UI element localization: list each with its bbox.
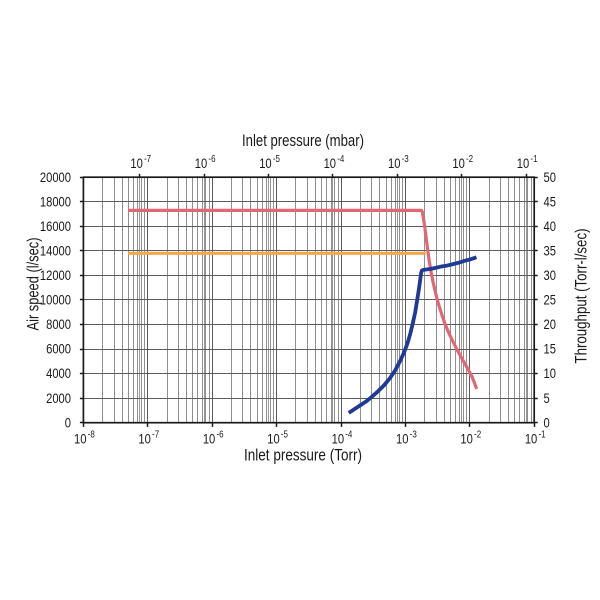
bottom-tick-label-5-base: 10	[396, 431, 408, 446]
top-tick-label-2-exponent: -5	[273, 153, 280, 164]
right-tick-label-6: 30	[544, 268, 556, 283]
left-tick-label-3: 6000	[46, 342, 71, 357]
left-tick-label-10: 20000	[40, 170, 71, 185]
bottom-tick-label-7-exponent: -1	[538, 429, 545, 440]
top-tick-label-3: 10-4	[324, 153, 345, 171]
left-tick-label-9: 18000	[40, 194, 71, 209]
bottom-tick-label-3-base: 10	[267, 431, 279, 446]
top-tick-label-0-base: 10	[130, 156, 142, 171]
right-tick-label-5: 25	[544, 292, 556, 307]
left-tick-label-1: 2000	[46, 391, 71, 406]
left-axis-title: Air speed (l/sec)	[24, 238, 43, 331]
right-tick-label-2: 10	[544, 366, 556, 381]
top-tick-label-0: 10-7	[130, 153, 151, 171]
bottom-tick-label-1-exponent: -7	[152, 429, 159, 440]
bottom-axis-title: Inlet pressure (Torr)	[244, 446, 362, 465]
right-tick-label-1: 5	[544, 391, 550, 406]
top-tick-label-6: 10-1	[517, 153, 538, 171]
top-tick-label-2: 10-5	[259, 153, 280, 171]
bottom-tick-label-1-base: 10	[138, 431, 150, 446]
top-tick-label-4: 10-3	[388, 153, 409, 171]
right-tick-label-4: 20	[544, 317, 556, 332]
series-curves	[128, 208, 479, 415]
left-tick-label-7: 14000	[40, 243, 71, 258]
top-tick-label-0-exponent: -7	[144, 153, 151, 164]
top-tick-label-2-base: 10	[259, 156, 271, 171]
bottom-tick-label-5-exponent: -3	[410, 429, 417, 440]
left-tick-label-4: 8000	[46, 317, 71, 332]
right-tick-label-7: 35	[544, 243, 556, 258]
left-tick-label-0: 0	[65, 415, 71, 430]
bottom-tick-label-7-base: 10	[525, 431, 537, 446]
right-tick-label-8: 40	[544, 219, 556, 234]
right-tick-label-0: 0	[544, 415, 550, 430]
gridlines	[83, 177, 535, 423]
axis-titles: Inlet pressure (mbar) Inlet pressure (To…	[24, 131, 591, 465]
bottom-tick-label-2-exponent: -6	[216, 429, 223, 440]
top-tick-label-1-base: 10	[195, 156, 207, 171]
top-tick-label-5-base: 10	[452, 156, 464, 171]
bottom-tick-label-3: 10-5	[267, 429, 288, 447]
right-tick-label-3: 15	[544, 342, 556, 357]
bottom-tick-label-1: 10-7	[138, 429, 159, 447]
top-tick-label-1: 10-6	[195, 153, 216, 171]
top-tick-label-3-base: 10	[324, 156, 336, 171]
top-tick-label-5-exponent: -2	[466, 153, 473, 164]
left-tick-label-8: 16000	[40, 219, 71, 234]
bottom-tick-label-6-base: 10	[460, 431, 472, 446]
right-tick-label-9: 45	[544, 194, 556, 209]
left-tick-label-5: 10000	[40, 292, 71, 307]
right-axis-title: Throughput (Torr-l/sec)	[572, 229, 591, 364]
bottom-tick-label-2: 10-6	[203, 429, 224, 447]
bottom-tick-label-0-exponent: -8	[88, 429, 95, 440]
bottom-tick-label-0-base: 10	[74, 431, 86, 446]
right-tick-label-10: 50	[544, 170, 556, 185]
throughput-curve	[347, 255, 478, 415]
top-tick-label-5: 10-2	[452, 153, 473, 171]
top-tick-label-6-exponent: -1	[530, 153, 537, 164]
air-speed-upper-curve	[128, 208, 479, 390]
left-tick-label-2: 4000	[46, 366, 71, 381]
bottom-tick-label-2-base: 10	[203, 431, 215, 446]
bottom-tick-label-4-base: 10	[332, 431, 344, 446]
bottom-tick-label-4: 10-4	[332, 429, 353, 447]
bottom-tick-label-6-exponent: -2	[474, 429, 481, 440]
top-tick-label-4-exponent: -3	[402, 153, 409, 164]
top-tick-label-3-exponent: -4	[337, 153, 344, 164]
top-tick-label-1-exponent: -6	[208, 153, 215, 164]
bottom-tick-label-4-exponent: -4	[345, 429, 352, 440]
left-tick-label-6: 12000	[40, 268, 71, 283]
top-axis-title: Inlet pressure (mbar)	[242, 131, 364, 150]
bottom-tick-label-5: 10-3	[396, 429, 417, 447]
bottom-tick-label-3-exponent: -5	[281, 429, 288, 440]
axis-ticks	[79, 173, 538, 427]
axis-tick-labels: 10-8 10-7 10-6 10-5 10-4 10-3 10-2 10-110-7 10-6…	[40, 153, 556, 447]
bottom-tick-label-6: 10-2	[460, 429, 481, 447]
top-tick-label-6-base: 10	[517, 156, 529, 171]
bottom-tick-label-7: 10-1	[525, 429, 546, 447]
bottom-tick-label-0: 10-8	[74, 429, 95, 447]
top-tick-label-4-base: 10	[388, 156, 400, 171]
